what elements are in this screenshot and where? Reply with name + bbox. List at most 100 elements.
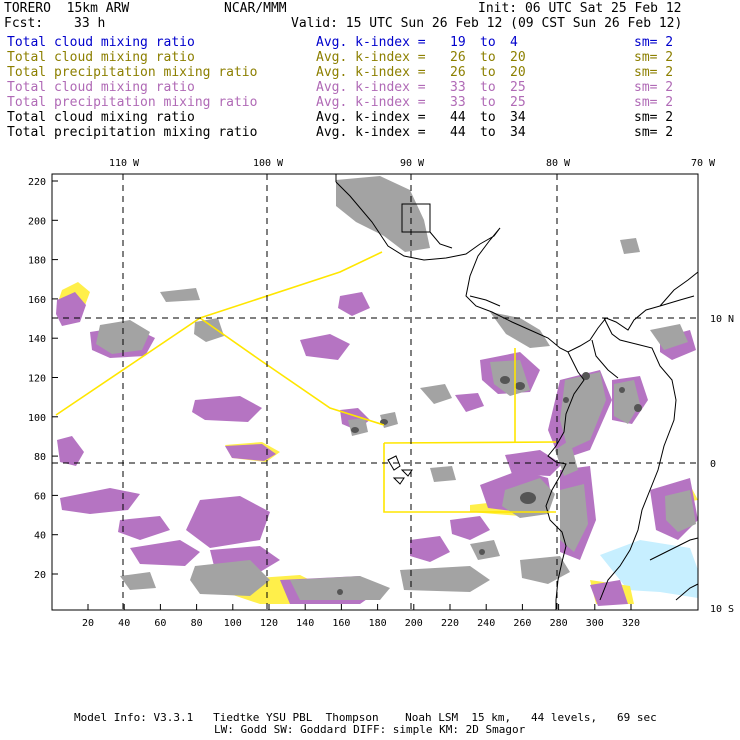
dark-core <box>351 427 359 433</box>
coastlines <box>335 174 699 610</box>
gray-patch <box>650 324 688 350</box>
legend-stat: Avg. k-index = <box>316 50 426 65</box>
outer-domain-edge <box>199 317 385 426</box>
gray-patch <box>190 560 270 596</box>
y-tick-label: 120 <box>28 374 46 385</box>
y-tick-label: 220 <box>28 177 46 188</box>
dark-core <box>500 376 510 384</box>
legend-end: 25 <box>510 80 526 95</box>
legend-to: to <box>480 125 496 140</box>
legend-from: 33 <box>450 80 466 95</box>
dark-core <box>634 404 642 412</box>
legend-smoothing: sm= 2 <box>634 125 674 140</box>
inner-domain-edge <box>383 443 556 513</box>
x-tick-label: 300 <box>586 618 604 629</box>
dark-core <box>563 397 569 403</box>
lon-label: 90 W <box>400 158 425 169</box>
legend-end: 34 <box>510 110 526 125</box>
legend-to: to <box>480 80 496 95</box>
legend-smoothing: sm= 2 <box>634 80 674 95</box>
map-frame <box>51 173 699 611</box>
y-tick-label: 160 <box>28 295 46 306</box>
x-tick-label: 80 <box>191 618 203 629</box>
x-tick-label: 60 <box>154 618 166 629</box>
legend-from: 44 <box>450 110 466 125</box>
legend-from: 26 <box>450 50 466 65</box>
gray-patch <box>120 572 156 590</box>
legend-smoothing: sm= 2 <box>634 110 674 125</box>
gray-patch <box>400 566 490 592</box>
gray-patch <box>160 288 200 302</box>
legend-from: 33 <box>450 95 466 110</box>
model-name: TORERO 15km ARW <box>4 1 130 16</box>
lat-lon-grid <box>52 174 698 610</box>
legend-end: 4 <box>510 35 518 50</box>
legend-to: to <box>480 95 496 110</box>
x-tick-label: 160 <box>332 618 350 629</box>
gray-patch <box>194 318 224 342</box>
gray-patch <box>96 320 150 354</box>
y-tick-label: 60 <box>34 491 46 502</box>
gray-patch <box>470 540 500 560</box>
forecast-label: Fcst: <box>4 16 44 31</box>
gray-patch <box>420 384 452 404</box>
outer-domain-edge <box>55 251 383 416</box>
model-info: Model Info: V3.3.1 Tiedtke YSU PBL Thomp… <box>74 711 657 724</box>
gray-patch <box>336 176 430 252</box>
lon-label: 110 W <box>109 158 140 169</box>
gray-patch <box>490 312 550 348</box>
legend-field: Total precipitation mixing ratio <box>7 95 258 110</box>
valid-time: Valid: 15 UTC Sun 26 Feb 12 (09 CST Sun … <box>291 16 683 31</box>
legend-end: 20 <box>510 65 526 80</box>
purple-patch <box>60 488 140 514</box>
lat-label: 10 S <box>710 604 734 615</box>
dark-core <box>337 589 343 595</box>
x-tick-label: 220 <box>441 618 459 629</box>
lon-label: 80 W <box>546 158 571 169</box>
cloud-fields <box>56 176 698 606</box>
x-tick-label: 260 <box>513 618 531 629</box>
purple-patch <box>338 292 370 316</box>
purple-patch <box>450 516 490 540</box>
x-tick-label: 40 <box>118 618 130 629</box>
nested-domain-lines <box>55 251 557 513</box>
gray-patch <box>665 490 696 532</box>
x-tick-label: 140 <box>296 618 314 629</box>
legend-stat: Avg. k-index = <box>316 65 426 80</box>
y-tick-label: 100 <box>28 413 46 424</box>
legend-smoothing: sm= 2 <box>634 50 674 65</box>
legend-field: Total precipitation mixing ratio <box>7 125 258 140</box>
legend-stat: Avg. k-index = <box>316 110 426 125</box>
lat-label: 0 <box>710 459 716 470</box>
legend-from: 26 <box>450 65 466 80</box>
y-tick-label: 40 <box>34 531 46 542</box>
legend-field: Total cloud mixing ratio <box>7 110 195 125</box>
x-tick-label: 280 <box>550 618 568 629</box>
purple-patch <box>410 536 450 562</box>
dark-core <box>582 372 590 380</box>
legend-to: to <box>480 35 496 50</box>
y-tick-label: 140 <box>28 334 46 345</box>
purple-patch <box>118 516 170 540</box>
purple-patch <box>186 496 270 548</box>
legend-field: Total cloud mixing ratio <box>7 50 195 65</box>
forecast-hours: 33 h <box>74 16 106 31</box>
x-tick-label: 200 <box>405 618 423 629</box>
purple-patch <box>192 396 262 422</box>
purple-patch <box>505 450 562 476</box>
legend-field: Total cloud mixing ratio <box>7 80 195 95</box>
y-tick-label: 200 <box>28 216 46 227</box>
purple-patch <box>130 540 200 566</box>
y-tick-label: 80 <box>34 452 46 463</box>
x-tick-label: 320 <box>622 618 640 629</box>
x-tick-label: 20 <box>82 618 94 629</box>
dark-core <box>479 549 485 555</box>
physics-info: LW: Godd SW: Goddard DIFF: simple KM: 2D… <box>214 723 526 736</box>
lat-label: 10 N <box>710 314 734 325</box>
legend-end: 25 <box>510 95 526 110</box>
shelf-shading <box>600 540 698 598</box>
dark-core <box>520 492 536 504</box>
lon-label: 100 W <box>253 158 284 169</box>
legend-field: Total precipitation mixing ratio <box>7 65 258 80</box>
purple-patch <box>300 334 350 360</box>
